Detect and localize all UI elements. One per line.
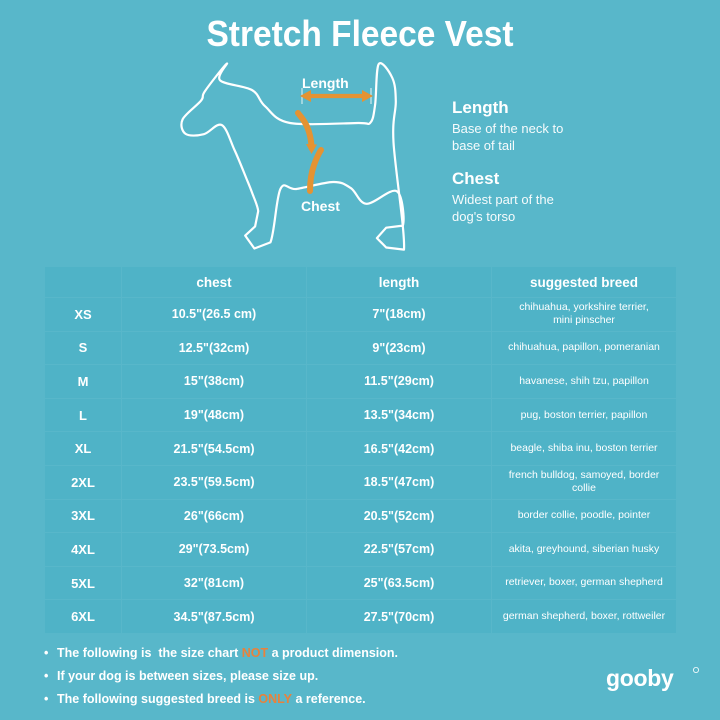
svg-text:gooby: gooby	[606, 665, 674, 691]
